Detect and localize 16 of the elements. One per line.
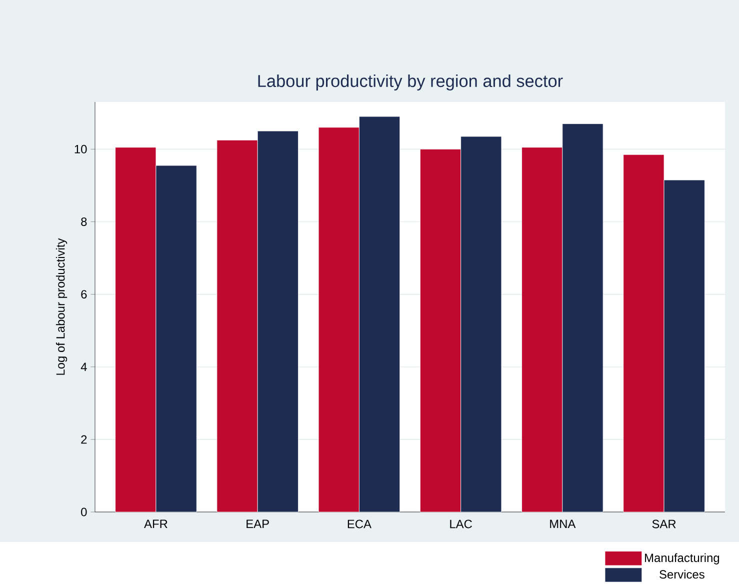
- x-tick-label: ECA: [348, 520, 372, 528]
- x-tick-label: AFR: [144, 520, 168, 528]
- y-tick-label: 10: [74, 144, 87, 154]
- chart-title: Labour productivity by region and sector: [258, 74, 563, 90]
- x-tick-label: MNA: [550, 520, 576, 528]
- y-tick-label: 8: [81, 217, 87, 226]
- x-tick-label: SAR: [652, 520, 676, 528]
- legend-label: Services: [660, 570, 704, 579]
- y-tick-label: 0: [81, 508, 87, 516]
- y-tick-label: 6: [81, 290, 87, 298]
- y-tick-label: 2: [81, 435, 87, 444]
- legend-label: Manufacturing: [645, 553, 720, 564]
- y-tick-label: 4: [80, 362, 87, 371]
- x-tick-label: EAP: [246, 520, 269, 528]
- x-tick-label: LAC: [450, 520, 472, 528]
- y-axis-title: Log of Labour productivity: [56, 238, 68, 375]
